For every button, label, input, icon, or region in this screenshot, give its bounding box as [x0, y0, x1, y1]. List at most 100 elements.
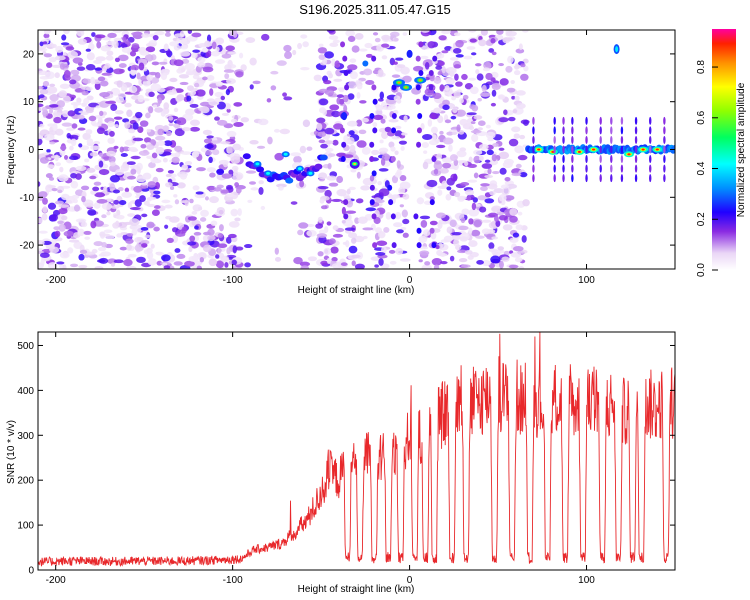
heatmap-cell — [189, 198, 194, 204]
heatmap-cell — [218, 159, 229, 165]
heatmap-cell — [663, 145, 666, 154]
heatmap-cell — [169, 186, 175, 190]
heatmap-cell — [42, 206, 48, 213]
heatmap-cell — [503, 109, 508, 116]
heatmap-cell — [486, 149, 494, 156]
heatmap-cell — [146, 197, 152, 202]
heatmap-cell — [514, 64, 520, 70]
heatmap-cell — [348, 186, 356, 191]
heatmap-cell — [217, 232, 224, 239]
heatmap-cell — [109, 174, 120, 183]
heatmap-cell — [80, 86, 90, 90]
heatmap-cell — [517, 154, 528, 161]
heatmap-cell — [502, 37, 513, 42]
heatmap-cell — [562, 135, 565, 144]
heatmap-cell — [477, 98, 482, 102]
heatmap-cell — [431, 257, 443, 266]
heatmap-cell — [467, 163, 477, 168]
heatmap-cell — [168, 116, 174, 121]
heatmap-cell — [39, 252, 50, 258]
heatmap-cell — [375, 199, 385, 203]
heatmap-cell — [317, 47, 328, 54]
heatmap-cell — [388, 119, 399, 123]
heatmap-cell — [230, 191, 239, 200]
heatmap-cell — [446, 226, 453, 234]
heatmap-cell — [347, 93, 355, 100]
heatmap-cell — [522, 199, 530, 207]
heatmap-cell — [471, 134, 479, 142]
heatmap-cell — [113, 199, 120, 205]
heatmap-cell — [562, 164, 565, 173]
heatmap-cell — [71, 123, 78, 129]
heatmap-cell — [172, 227, 178, 233]
heatmap-cell — [279, 128, 291, 135]
heatmap-cell — [562, 174, 565, 183]
heatmap-cell — [499, 167, 507, 175]
heatmap-cell — [126, 265, 137, 269]
heatmap-cell — [521, 235, 527, 243]
heatmap-cell — [481, 219, 492, 223]
heatmap-cell — [239, 52, 244, 59]
heatmap-cell — [290, 201, 298, 205]
heatmap-cell — [120, 231, 128, 236]
heatmap-cell — [585, 126, 588, 135]
heatmap-cell — [316, 233, 328, 238]
heatmap-cell — [391, 74, 401, 78]
heatmap-cell — [131, 43, 140, 49]
heatmap-cell — [49, 213, 58, 222]
heatmap-cell — [151, 209, 160, 216]
heatmap-cell — [178, 74, 190, 79]
heatmap-cell — [94, 82, 101, 91]
heatmap-cell — [266, 176, 275, 183]
heatmap-cell — [120, 42, 128, 49]
heatmap-cell — [173, 59, 184, 67]
heatmap-cell — [194, 82, 200, 88]
heatmap-cell — [244, 262, 251, 268]
heatmap-cell — [441, 180, 448, 188]
heatmap-cell — [53, 112, 63, 116]
heatmap-cell — [40, 258, 45, 266]
heatmap-cell — [516, 103, 526, 109]
heatmap-cell — [206, 167, 216, 173]
heatmap-cell — [245, 170, 257, 174]
heatmap-cell — [206, 185, 215, 191]
heatmap-cell — [147, 181, 156, 188]
heatmap-cell — [169, 216, 180, 223]
heatmap-cell — [318, 54, 326, 60]
heatmap-cell — [307, 256, 318, 262]
heatmap-cell — [438, 61, 445, 66]
heatmap-cell — [473, 155, 481, 164]
heatmap-cell — [446, 131, 454, 136]
snr-y-ticks: 0 100 200 300 400 500 — [17, 341, 675, 577]
heatmap-cell — [176, 94, 185, 101]
heatmap-cell — [90, 220, 97, 229]
heatmap-cell — [55, 45, 64, 53]
heatmap-cell — [152, 104, 158, 108]
heatmap-cell — [54, 230, 61, 238]
heatmap-cell — [402, 32, 408, 36]
heatmap-cell — [475, 63, 482, 67]
heatmap-cell — [442, 104, 450, 111]
heatmap-cell — [235, 187, 242, 194]
heatmap-cell — [61, 34, 67, 41]
heatmap-cell — [518, 43, 523, 51]
heatmap-cell — [510, 252, 522, 258]
heatmap-cell — [64, 75, 71, 81]
colorbar-tick-label: 0.8 — [696, 60, 707, 74]
heatmap-cell — [663, 135, 666, 144]
heatmap-cell — [313, 74, 322, 82]
heatmap-cell — [117, 186, 124, 192]
heatmap-cell — [157, 97, 162, 104]
heatmap-cell — [378, 147, 389, 153]
heatmap-cell — [355, 80, 360, 85]
heatmap-cell — [184, 199, 189, 207]
heatmap-cell — [620, 116, 624, 125]
heatmap-cell — [154, 72, 161, 79]
heatmap-cell — [418, 79, 422, 82]
heatmap-cell — [441, 50, 449, 54]
heatmap-cell — [124, 102, 132, 108]
heatmap-cell — [356, 140, 367, 148]
heatmap-cell — [436, 249, 443, 256]
heatmap-cell — [283, 96, 293, 101]
heatmap-cell — [317, 131, 327, 138]
